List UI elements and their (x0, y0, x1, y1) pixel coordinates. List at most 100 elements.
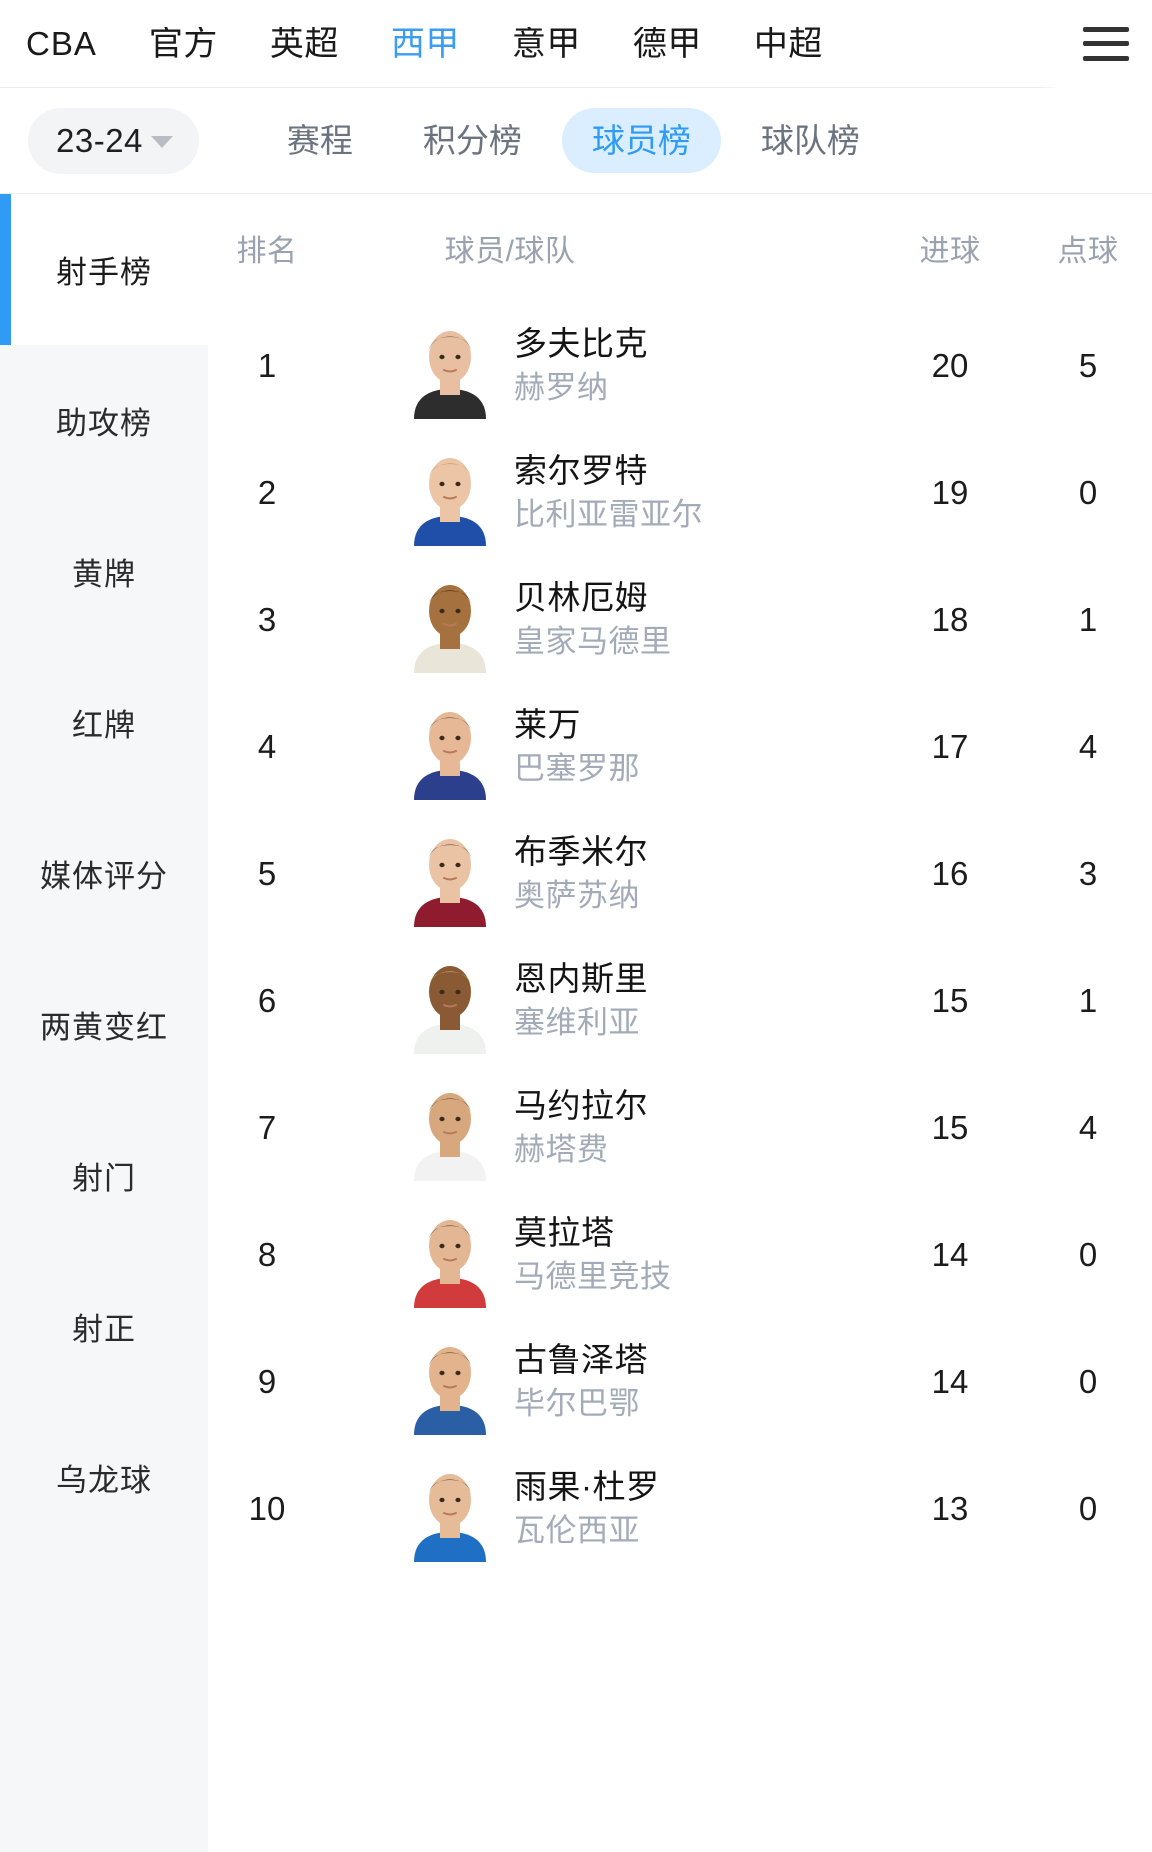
team-name: 马德里竞技 (514, 1258, 672, 1294)
cell-player[interactable]: 莱万 巴塞罗那 (326, 693, 876, 800)
player-avatar-image (404, 312, 496, 419)
player-name: 莫拉塔 (514, 1214, 615, 1252)
tab-0[interactable]: 赛程 (286, 122, 353, 159)
cell-goals: 15 (931, 981, 969, 1019)
cell-player[interactable]: 索尔罗特 比利亚雷亚尔 (326, 439, 876, 546)
column-header-rank: 排名 (236, 235, 298, 268)
cell-rank: 10 (248, 1489, 286, 1527)
sidebar-item-6[interactable]: 射门 (72, 1161, 136, 1196)
table-row[interactable]: 4 莱万 巴塞罗那 17 4 (208, 683, 1152, 810)
top-nav-item-3[interactable]: 西甲 (390, 26, 460, 61)
sidebar-item-0[interactable]: 射手榜 (0, 194, 208, 345)
player-avatar-image (404, 820, 496, 927)
cell-goals: 20 (931, 346, 969, 384)
cell-penalties: 1 (1078, 981, 1098, 1019)
player-name-block: 莱万 巴塞罗那 (514, 706, 640, 786)
cell-penalties: 1 (1078, 600, 1098, 638)
season-selector[interactable]: 23-24 (28, 107, 199, 174)
cell-goals: 16 (931, 854, 969, 892)
team-name: 巴塞罗那 (514, 750, 640, 786)
sidebar-item-2[interactable]: 黄牌 (72, 557, 136, 592)
cell-penalties: 5 (1078, 346, 1098, 384)
table-row[interactable]: 1 多夫比克 赫罗纳 20 5 (208, 302, 1152, 429)
cell-player[interactable]: 雨果·杜罗瓦伦西亚 (326, 1455, 876, 1562)
tab-3[interactable]: 球队榜 (760, 122, 860, 159)
player-name-block: 马约拉尔 赫塔费 (514, 1087, 648, 1166)
cell-rank: 4 (257, 727, 277, 765)
cell-player[interactable]: 贝林厄姆 皇家马德里 (326, 566, 876, 673)
table-row[interactable]: 7 马约拉尔 赫塔费 15 4 (208, 1064, 1152, 1191)
top-nav-item-1[interactable]: 官方 (148, 26, 218, 61)
player-name-block: 索尔罗特 比利亚雷亚尔 (514, 452, 703, 531)
table-row[interactable]: 3 贝林厄姆 皇家马德里 18 1 (208, 556, 1152, 683)
top-nav-item-4[interactable]: 意甲 (511, 26, 581, 61)
player-name-block: 多夫比克 赫罗纳 (514, 325, 648, 405)
cell-player[interactable]: 布季米尔 奥萨苏纳 (326, 820, 876, 927)
cell-rank: 9 (257, 1362, 277, 1400)
cell-player[interactable]: 古鲁泽塔 毕尔巴鄂 (326, 1328, 876, 1435)
top-navigation-bar: CBA 官方 英超 西甲 意甲 德甲 中超 (0, 0, 1152, 88)
nav-menu-button[interactable] (1038, 0, 1152, 88)
top-nav-item-5[interactable]: 德甲 (632, 26, 702, 61)
cell-penalties: 0 (1078, 473, 1098, 511)
table-body: 1 多夫比克 赫罗纳 20 5 2 索尔罗特 比利亚雷亚尔 19 0 3 贝林厄姆 皇家马德里 18 1 4 莱… (208, 302, 1152, 1572)
player-name-block: 雨果·杜罗瓦伦西亚 (514, 1468, 660, 1548)
cell-rank: 6 (257, 981, 277, 1019)
player-avatar-image (404, 439, 496, 546)
column-header-player: 球员/球队 (444, 235, 576, 268)
top-nav-item-6[interactable]: 中超 (753, 26, 823, 61)
tab-2[interactable]: 球员榜 (561, 108, 721, 173)
cell-rank: 5 (257, 854, 277, 892)
cell-goals: 19 (931, 473, 969, 511)
cell-penalties: 0 (1078, 1489, 1098, 1527)
cell-penalties: 4 (1078, 727, 1098, 765)
player-name-block: 古鲁泽塔 毕尔巴鄂 (514, 1341, 648, 1420)
player-name: 索尔罗特 (514, 452, 648, 490)
sidebar-item-7[interactable]: 射正 (72, 1312, 136, 1347)
team-name: 瓦伦西亚 (514, 1512, 640, 1548)
cell-penalties: 4 (1078, 1108, 1098, 1146)
column-header-penalties: 点球 (1057, 235, 1119, 268)
player-name: 马约拉尔 (514, 1087, 648, 1125)
sidebar-item-8[interactable]: 乌龙球 (56, 1463, 152, 1498)
cell-player[interactable]: 多夫比克 赫罗纳 (326, 312, 876, 419)
top-nav-scroller[interactable]: CBA 官方 英超 西甲 意甲 德甲 中超 (26, 27, 1060, 61)
sidebar-item-1[interactable]: 助攻榜 (56, 406, 152, 441)
cell-rank: 8 (257, 1235, 277, 1273)
cell-player[interactable]: 恩内斯里 塞维利亚 (326, 947, 876, 1054)
team-name: 赫罗纳 (514, 369, 609, 405)
player-avatar-image (404, 1455, 496, 1562)
cell-player[interactable]: 马约拉尔 赫塔费 (326, 1074, 876, 1181)
table-row[interactable]: 8 莫拉塔 马德里竞技 14 0 (208, 1191, 1152, 1318)
cell-penalties: 3 (1078, 854, 1098, 892)
hamburger-menu-icon[interactable] (1083, 26, 1129, 61)
team-name: 奥萨苏纳 (514, 877, 640, 913)
table-row[interactable]: 5 布季米尔 奥萨苏纳 16 3 (208, 810, 1152, 937)
chevron-down-icon (150, 136, 173, 148)
table-header-row: 排名 球员/球队 进球 点球 (208, 194, 1152, 302)
page-content: 射手榜助攻榜黄牌红牌媒体评分两黄变红射门射正乌龙球 排名 球员/球队 进球 点球… (0, 194, 1152, 1852)
top-nav-item-2[interactable]: 英超 (269, 26, 339, 61)
sidebar-item-3[interactable]: 红牌 (72, 708, 136, 743)
season-value: 23-24 (56, 121, 143, 159)
player-avatar-image (404, 1328, 496, 1435)
sidebar-item-5[interactable]: 两黄变红 (40, 1010, 168, 1045)
player-ranking-table: 排名 球员/球队 进球 点球 1 多夫比克 赫罗纳 20 5 2 索尔罗特 比利亚雷亚尔 19 0… (208, 194, 1152, 1852)
table-row[interactable]: 10 雨果·杜罗瓦伦西亚 13 0 (208, 1445, 1152, 1572)
player-name: 多夫比克 (514, 325, 648, 363)
player-name: 雨果·杜罗 (514, 1468, 660, 1506)
team-name: 塞维利亚 (514, 1004, 640, 1040)
cell-goals: 15 (931, 1108, 969, 1146)
cell-player[interactable]: 莫拉塔 马德里竞技 (326, 1201, 876, 1308)
table-row[interactable]: 9 古鲁泽塔 毕尔巴鄂 14 0 (208, 1318, 1152, 1445)
sidebar-item-4[interactable]: 媒体评分 (40, 859, 168, 894)
table-row[interactable]: 2 索尔罗特 比利亚雷亚尔 19 0 (208, 429, 1152, 556)
table-row[interactable]: 6 恩内斯里塞维利亚 15 1 (208, 937, 1152, 1064)
tab-1[interactable]: 积分榜 (422, 122, 522, 159)
player-avatar-image (404, 1074, 496, 1181)
player-avatar-image (404, 566, 496, 673)
cell-goals: 13 (931, 1489, 969, 1527)
player-name: 贝林厄姆 (514, 579, 648, 617)
top-nav-item-0[interactable]: CBA (26, 26, 97, 61)
player-name: 恩内斯里 (514, 960, 648, 998)
